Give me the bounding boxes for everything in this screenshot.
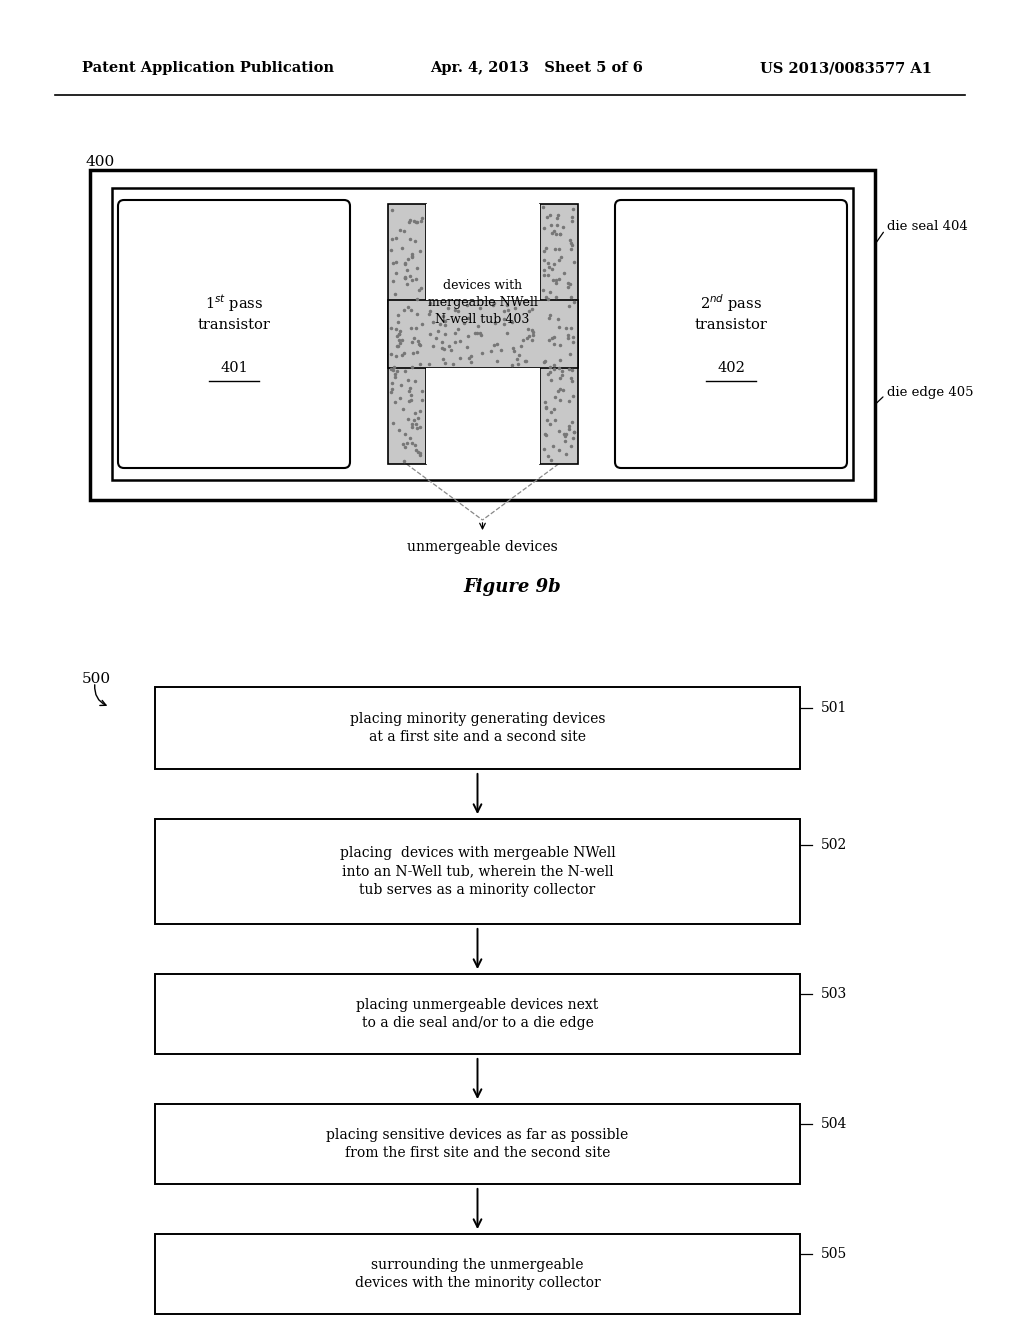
Text: placing minority generating devices
at a first site and a second site: placing minority generating devices at a… [350,711,605,744]
FancyBboxPatch shape [118,201,350,469]
Text: 401: 401 [220,362,248,375]
Bar [90,170,874,500]
Bar [155,1104,800,1184]
Bar [387,300,578,368]
Text: transistor: transistor [694,318,767,333]
Text: 500: 500 [82,672,112,686]
Text: Figure 9b: Figure 9b [463,578,561,597]
Bar [426,205,540,300]
Text: surrounding the unmergeable
devices with the minority collector: surrounding the unmergeable devices with… [354,1258,600,1290]
Text: placing  devices with mergeable NWell
into an N-Well tub, wherein the N-well
tub: placing devices with mergeable NWell int… [340,846,615,896]
Text: transistor: transistor [198,318,270,333]
Text: 503: 503 [821,987,847,1001]
Text: devices with
mergeable NWell
N-well tub 403: devices with mergeable NWell N-well tub … [428,280,538,326]
Bar [155,1234,800,1313]
Text: 400: 400 [85,154,115,169]
Text: die edge 405: die edge 405 [887,385,974,399]
Text: unmergeable devices: unmergeable devices [408,540,558,554]
Bar [426,368,540,465]
Text: placing sensitive devices as far as possible
from the first site and the second : placing sensitive devices as far as poss… [327,1127,629,1160]
Text: 402: 402 [717,362,744,375]
Bar [540,205,578,465]
Bar [155,686,800,770]
Text: Apr. 4, 2013   Sheet 5 of 6: Apr. 4, 2013 Sheet 5 of 6 [430,61,643,75]
Text: US 2013/0083577 A1: US 2013/0083577 A1 [760,61,932,75]
Text: 502: 502 [821,838,847,853]
Bar [112,187,853,480]
Bar [155,974,800,1053]
Text: 501: 501 [821,701,848,714]
Text: 505: 505 [821,1247,847,1261]
Text: die seal 404: die seal 404 [887,220,968,234]
FancyBboxPatch shape [615,201,847,469]
Text: 2$^{nd}$ pass: 2$^{nd}$ pass [700,293,762,314]
Text: 1$^{st}$ pass: 1$^{st}$ pass [205,293,263,314]
Text: placing unmergeable devices next
to a die seal and/or to a die edge: placing unmergeable devices next to a di… [356,998,599,1030]
Bar [387,205,426,465]
Text: Patent Application Publication: Patent Application Publication [82,61,334,75]
Bar [155,818,800,924]
Text: 504: 504 [821,1117,848,1131]
